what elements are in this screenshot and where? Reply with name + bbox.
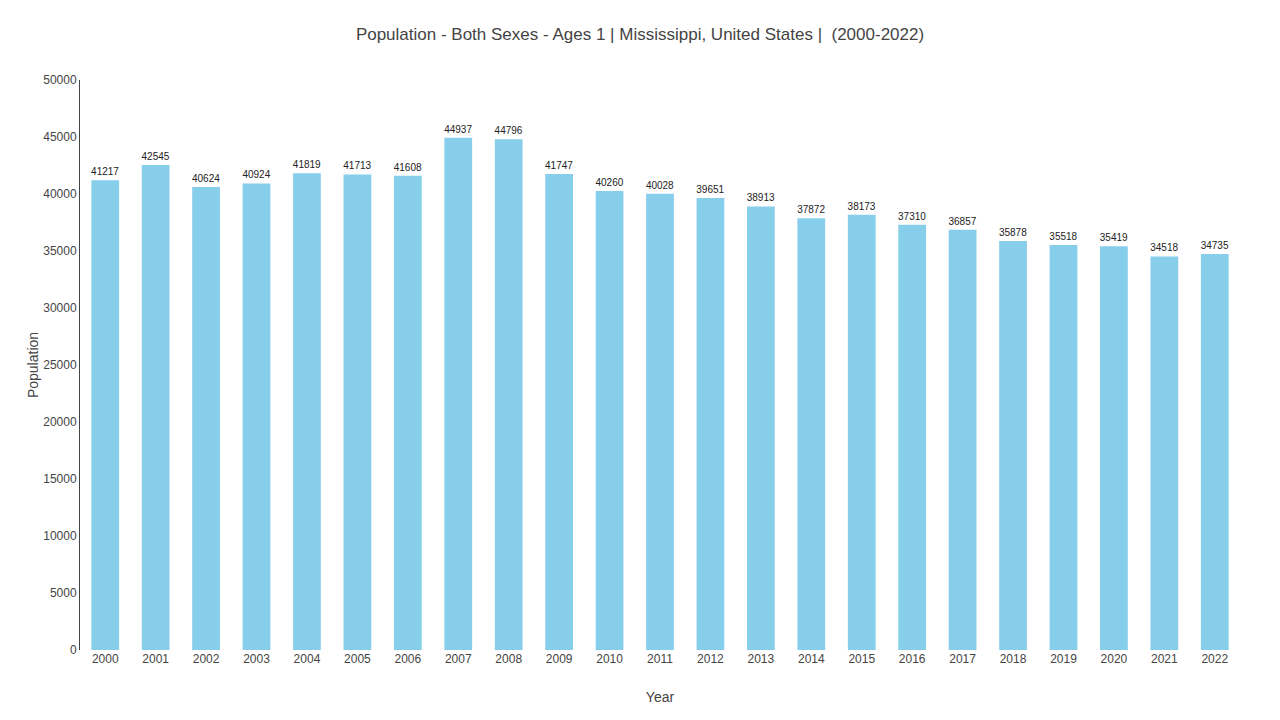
svg-text:34518: 34518: [1150, 242, 1178, 253]
svg-text:2000: 2000: [92, 652, 119, 666]
svg-text:2017: 2017: [949, 652, 976, 666]
svg-text:41217: 41217: [91, 166, 119, 177]
svg-text:38173: 38173: [848, 201, 876, 212]
svg-text:35518: 35518: [1049, 231, 1077, 242]
svg-text:2018: 2018: [1000, 652, 1027, 666]
svg-text:44796: 44796: [495, 125, 523, 136]
svg-text:45000: 45000: [43, 130, 77, 144]
svg-text:Population: Population: [25, 332, 41, 398]
svg-text:44937: 44937: [444, 124, 472, 135]
svg-text:41713: 41713: [343, 160, 371, 171]
svg-text:40624: 40624: [192, 173, 220, 184]
svg-text:39651: 39651: [696, 184, 724, 195]
svg-text:Population - Both Sexes - Ages: Population - Both Sexes - Ages 1 | Missi…: [356, 25, 924, 44]
svg-text:2019: 2019: [1050, 652, 1077, 666]
svg-text:2002: 2002: [193, 652, 220, 666]
svg-text:2021: 2021: [1151, 652, 1178, 666]
svg-text:2022: 2022: [1201, 652, 1228, 666]
svg-text:2013: 2013: [748, 652, 775, 666]
svg-text:35419: 35419: [1100, 232, 1128, 243]
svg-text:2001: 2001: [142, 652, 169, 666]
svg-text:25000: 25000: [43, 358, 77, 372]
svg-text:37872: 37872: [797, 204, 825, 215]
svg-text:2011: 2011: [647, 652, 673, 666]
svg-text:34735: 34735: [1201, 240, 1229, 251]
svg-text:41608: 41608: [394, 162, 422, 173]
svg-text:40000: 40000: [43, 187, 77, 201]
svg-text:2016: 2016: [899, 652, 926, 666]
svg-text:36857: 36857: [948, 216, 976, 227]
svg-text:2009: 2009: [546, 652, 573, 666]
svg-text:2014: 2014: [798, 652, 825, 666]
svg-text:2004: 2004: [294, 652, 321, 666]
svg-text:2015: 2015: [848, 652, 875, 666]
svg-text:2008: 2008: [495, 652, 522, 666]
svg-text:Year: Year: [646, 689, 675, 705]
svg-text:42545: 42545: [142, 151, 170, 162]
svg-text:40028: 40028: [646, 180, 674, 191]
svg-text:2012: 2012: [697, 652, 724, 666]
svg-text:41747: 41747: [545, 160, 573, 171]
svg-text:2005: 2005: [344, 652, 371, 666]
svg-text:30000: 30000: [43, 301, 77, 315]
svg-text:40924: 40924: [242, 169, 270, 180]
svg-text:20000: 20000: [43, 415, 77, 429]
svg-text:2006: 2006: [394, 652, 421, 666]
svg-text:0: 0: [70, 643, 77, 657]
svg-text:50000: 50000: [43, 73, 77, 87]
svg-text:2020: 2020: [1101, 652, 1128, 666]
svg-text:2010: 2010: [596, 652, 623, 666]
svg-text:41819: 41819: [293, 159, 321, 170]
svg-text:5000: 5000: [50, 586, 77, 600]
svg-text:2007: 2007: [445, 652, 472, 666]
svg-text:15000: 15000: [43, 472, 77, 486]
svg-text:35000: 35000: [43, 244, 77, 258]
svg-text:38913: 38913: [747, 192, 775, 203]
svg-text:10000: 10000: [43, 529, 77, 543]
svg-text:2003: 2003: [243, 652, 270, 666]
svg-text:35878: 35878: [999, 227, 1027, 238]
svg-text:37310: 37310: [898, 211, 926, 222]
svg-text:40260: 40260: [595, 177, 623, 188]
